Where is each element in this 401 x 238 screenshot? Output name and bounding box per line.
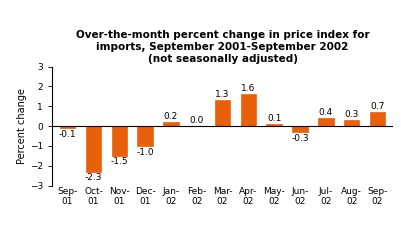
Bar xyxy=(215,100,230,126)
Bar xyxy=(138,126,153,146)
Bar xyxy=(86,126,101,172)
Text: 0.2: 0.2 xyxy=(164,112,178,121)
Bar xyxy=(266,124,282,126)
Text: -2.3: -2.3 xyxy=(85,173,102,182)
Text: -1.5: -1.5 xyxy=(110,158,128,166)
Bar xyxy=(318,118,334,126)
Text: -0.1: -0.1 xyxy=(59,130,77,139)
Text: 0.0: 0.0 xyxy=(190,116,204,124)
Text: 0.1: 0.1 xyxy=(267,114,282,123)
Text: 0.3: 0.3 xyxy=(344,110,359,119)
Text: -0.3: -0.3 xyxy=(291,134,309,143)
Bar xyxy=(60,126,75,128)
Title: Over-the-month percent change in price index for
imports, September 2001-Septemb: Over-the-month percent change in price i… xyxy=(76,30,369,64)
Text: 1.6: 1.6 xyxy=(241,84,255,93)
Bar xyxy=(241,94,256,126)
Bar xyxy=(111,126,127,156)
Y-axis label: Percent change: Percent change xyxy=(17,88,27,164)
Text: 0.7: 0.7 xyxy=(370,102,385,111)
Bar xyxy=(344,120,359,126)
Text: 1.3: 1.3 xyxy=(215,90,230,99)
Bar xyxy=(292,126,308,132)
Text: -1.0: -1.0 xyxy=(136,148,154,157)
Bar xyxy=(370,112,385,126)
Text: 0.4: 0.4 xyxy=(319,108,333,117)
Bar xyxy=(163,122,179,126)
